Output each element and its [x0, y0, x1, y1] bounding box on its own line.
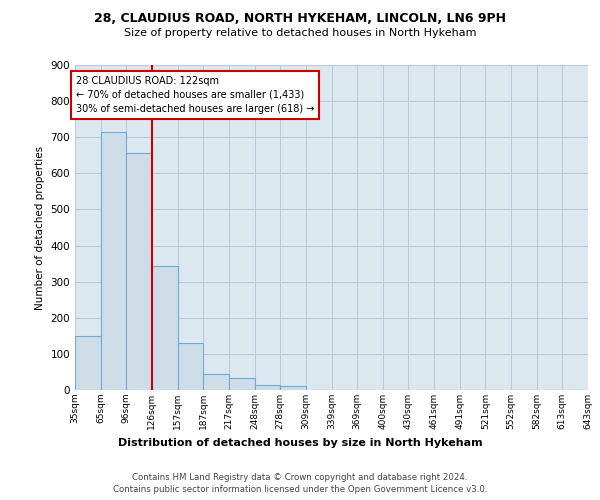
Y-axis label: Number of detached properties: Number of detached properties [35, 146, 45, 310]
Bar [254, 386, 280, 390]
Bar [101, 132, 127, 390]
Bar [127, 154, 152, 390]
Text: 28, CLAUDIUS ROAD, NORTH HYKEHAM, LINCOLN, LN6 9PH: 28, CLAUDIUS ROAD, NORTH HYKEHAM, LINCOL… [94, 12, 506, 26]
Bar [178, 343, 203, 390]
Bar [280, 386, 306, 390]
Text: Contains HM Land Registry data © Crown copyright and database right 2024.: Contains HM Land Registry data © Crown c… [132, 472, 468, 482]
Text: Size of property relative to detached houses in North Hykeham: Size of property relative to detached ho… [124, 28, 476, 38]
Text: Distribution of detached houses by size in North Hykeham: Distribution of detached houses by size … [118, 438, 482, 448]
Bar [75, 336, 101, 390]
Text: 28 CLAUDIUS ROAD: 122sqm
← 70% of detached houses are smaller (1,433)
30% of sem: 28 CLAUDIUS ROAD: 122sqm ← 70% of detach… [76, 76, 314, 114]
Bar [203, 374, 229, 390]
Bar [229, 378, 254, 390]
Bar [152, 266, 178, 390]
Text: Contains public sector information licensed under the Open Government Licence v3: Contains public sector information licen… [113, 485, 487, 494]
